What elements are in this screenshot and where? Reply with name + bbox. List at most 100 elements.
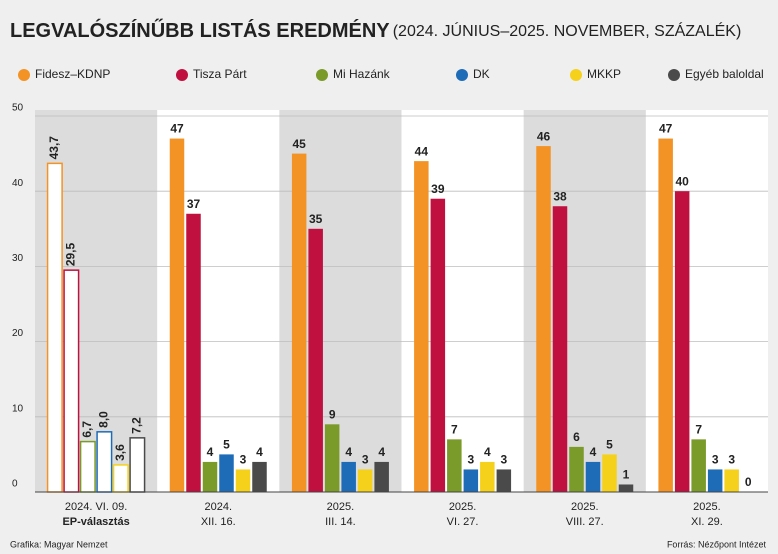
value-label: 38 (553, 189, 567, 203)
value-label: 4 (207, 445, 214, 459)
value-label: 4 (256, 445, 263, 459)
legend-marker (18, 69, 30, 81)
x-tick-label: 2025. (449, 501, 477, 513)
x-tick-label: 2024. (204, 501, 232, 513)
bar (691, 439, 706, 492)
value-label: 45 (292, 137, 306, 151)
value-label: 3,6 (113, 444, 127, 461)
bar (219, 454, 234, 492)
value-label: 7 (695, 423, 702, 437)
legend-marker (456, 69, 468, 81)
value-label: 9 (329, 407, 336, 421)
bar (374, 461, 389, 492)
bar (618, 484, 634, 492)
y-tick-label: 10 (12, 403, 24, 414)
y-tick-label: 0 (12, 479, 18, 490)
legend-label: Egyéb baloldal (685, 67, 764, 81)
bar (707, 469, 723, 492)
value-label: 6 (573, 430, 580, 444)
bar (63, 269, 80, 493)
value-label: 3 (240, 453, 247, 467)
legend-label: Fidesz–KDNP (35, 67, 110, 81)
value-label: 1 (623, 468, 630, 482)
bar (291, 153, 307, 492)
value-label: 4 (484, 445, 491, 459)
x-tick-label: 2024. VI. 09. (65, 501, 127, 513)
value-label: 0 (745, 475, 752, 489)
x-tick-label: III. 14. (325, 516, 356, 528)
bar (96, 431, 113, 493)
bar (112, 464, 129, 493)
value-label: 4 (378, 445, 385, 459)
bar (79, 440, 96, 493)
x-tick-label: 2025. (327, 501, 355, 513)
value-label: 3 (467, 453, 474, 467)
legend-label: Mi Hazánk (333, 67, 391, 81)
y-tick-label: 30 (12, 253, 24, 264)
value-label: 3 (728, 453, 735, 467)
x-tick-label: VIII. 27. (566, 516, 604, 528)
x-tick-label: VI. 27. (447, 516, 479, 528)
bar (308, 228, 323, 493)
bar (480, 461, 495, 492)
value-label: 47 (170, 122, 184, 136)
bar (602, 454, 617, 492)
value-label: 46 (537, 129, 551, 143)
legend-marker (570, 69, 582, 81)
y-tick-label: 20 (12, 328, 24, 339)
bar (414, 161, 429, 492)
value-label: 29,5 (64, 242, 78, 266)
legend-marker (316, 69, 328, 81)
credit: Grafika: Magyar Nemzet (10, 539, 108, 549)
bar (252, 461, 267, 492)
bar (324, 424, 340, 492)
bar (129, 437, 146, 493)
bar (341, 461, 356, 492)
legend-marker (176, 69, 188, 81)
value-label: 4 (590, 445, 597, 459)
value-label: 3 (712, 453, 719, 467)
x-tick-label: XI. 29. (691, 516, 723, 528)
bar (430, 198, 446, 492)
bar (496, 469, 512, 492)
x-tick-label: 2025. (571, 501, 599, 513)
legend-marker (668, 69, 680, 81)
value-label: 7 (451, 423, 458, 437)
value-label: 43,7 (47, 136, 61, 160)
x-tick-label: XII. 16. (201, 516, 236, 528)
title-line: LEGVALÓSZÍNŰBB LISTÁS EREDMÉNY (2024. JÚ… (10, 18, 741, 42)
bar (447, 439, 462, 492)
value-label: 44 (415, 144, 429, 158)
value-label: 7,2 (130, 417, 144, 434)
legend-label: Tisza Párt (193, 67, 247, 81)
value-label: 5 (606, 438, 613, 452)
bar (724, 469, 739, 492)
value-label: 8,0 (97, 411, 111, 428)
bar (658, 138, 673, 492)
bar (235, 469, 251, 492)
y-tick-label: 50 (12, 103, 24, 114)
legend-label: MKKP (587, 67, 621, 81)
bar (536, 146, 551, 492)
bar (202, 461, 218, 492)
bar (463, 469, 479, 492)
bar (169, 138, 185, 492)
bar (674, 191, 690, 492)
bar (569, 446, 584, 492)
value-label: 35 (309, 212, 323, 226)
value-label: 37 (187, 197, 201, 211)
bar (585, 461, 601, 492)
bar (552, 206, 568, 493)
value-label: 3 (500, 453, 507, 467)
bar (46, 162, 63, 493)
x-tick-label: EP-választás (62, 516, 129, 528)
bar (186, 213, 201, 492)
source: Forrás: Nézőpont Intézet (667, 539, 767, 549)
value-label: 47 (659, 122, 673, 136)
value-label: 5 (223, 438, 230, 452)
chart-title: LEGVALÓSZÍNŰBB LISTÁS EREDMÉNY (10, 18, 390, 42)
y-tick-label: 40 (12, 178, 24, 189)
value-label: 4 (345, 445, 352, 459)
value-label: 40 (675, 174, 689, 188)
